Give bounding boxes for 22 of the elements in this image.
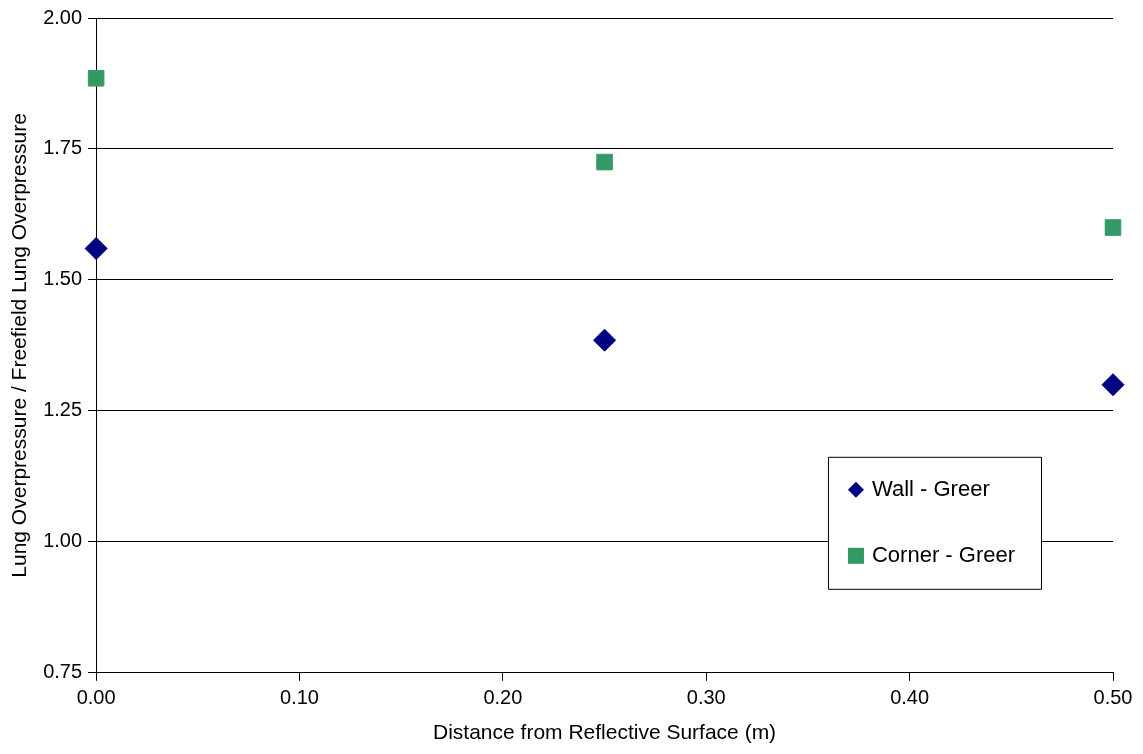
- y-tick-label: 1.00: [43, 529, 83, 552]
- y-axis-title: Lung Overpressure / Freefield Lung Overpressure: [7, 113, 31, 578]
- y-tick-label: 1.75: [43, 136, 83, 159]
- x-tick-label: 0.10: [280, 686, 319, 709]
- x-tick-label: 0.40: [890, 686, 930, 709]
- point: [1104, 219, 1122, 236]
- x-tick-label: 0.00: [76, 686, 116, 709]
- point: [87, 69, 105, 87]
- point: [593, 328, 617, 352]
- legend-label: Corner - Greer: [871, 541, 1016, 567]
- legend-label: Wall - Greer: [871, 475, 990, 501]
- x-tick-label: 0.20: [483, 686, 523, 709]
- y-tick-label: 2.00: [43, 5, 83, 28]
- x-axis-title: Distance from Reflective Surface (m): [433, 720, 777, 744]
- y-tick-label: 1.50: [43, 267, 83, 290]
- point: [84, 236, 108, 260]
- point: [1101, 373, 1125, 397]
- x-tick-label: 0.50: [1093, 686, 1133, 709]
- point: [596, 153, 613, 171]
- y-tick-label: 0.75: [43, 660, 83, 683]
- y-tick-label: 1.25: [43, 398, 83, 421]
- x-tick-label: 0.30: [686, 686, 726, 709]
